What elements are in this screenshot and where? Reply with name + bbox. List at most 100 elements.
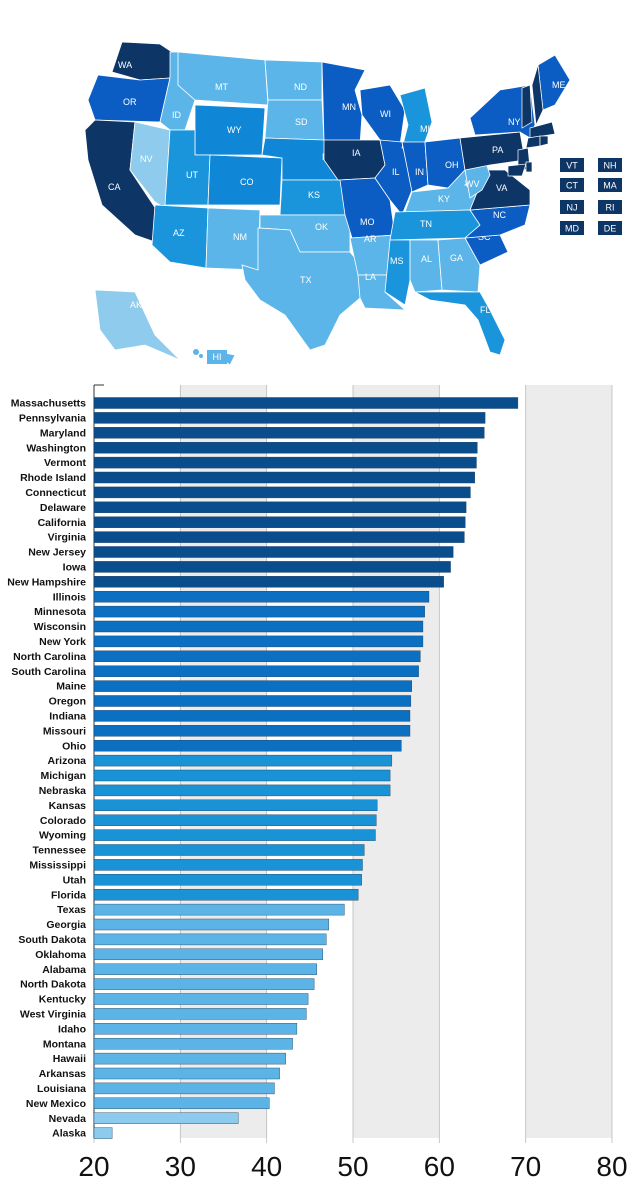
category-label: Alaska: [52, 1128, 86, 1140]
bar-pennsylvania: [93, 412, 486, 424]
hawaii-island: [193, 349, 199, 355]
x-tick-label: 50: [337, 1151, 368, 1182]
state-label-wi: WI: [380, 109, 391, 119]
state-shape-fl: [414, 291, 506, 356]
state-label-il: IL: [392, 167, 400, 177]
bar-nebraska: [93, 784, 391, 797]
state-shape-ak: [94, 289, 181, 361]
map-states: WAORCANVIDMTWYUTCOAZNMNDSDNEKSOKTXMNIAMO…: [84, 41, 571, 366]
bar-illinois: [93, 590, 430, 603]
bar-south-dakota: [93, 933, 327, 946]
bar-oklahoma: [93, 948, 323, 961]
state-label-wv: WV: [465, 179, 480, 189]
state-label-al: AL: [421, 254, 432, 264]
state-label-tn: TN: [420, 219, 432, 229]
state-box-label-de: DE: [604, 224, 617, 234]
category-label: Oklahoma: [35, 949, 86, 961]
state-label-la: LA: [365, 272, 376, 282]
state-label-ok: OK: [315, 222, 328, 232]
state-box-de: [598, 221, 622, 235]
state-box-nj: [560, 200, 584, 214]
category-label: Oregon: [49, 696, 86, 708]
bar-rhode-island: [93, 471, 475, 484]
bar-delaware: [93, 501, 467, 514]
state-shape-nh: [531, 64, 544, 127]
state-shape-ms: [384, 239, 411, 306]
state-label-pa: PA: [492, 145, 503, 155]
category-label: Utah: [63, 874, 86, 886]
state-label-or: OR: [123, 97, 137, 107]
x-tick-label: 70: [510, 1151, 541, 1182]
bar-indiana: [93, 710, 411, 722]
bar-north-carolina: [93, 650, 421, 663]
bar-tennessee: [93, 844, 365, 856]
bar-arkansas: [93, 1067, 280, 1080]
state-label-wa: WA: [118, 60, 132, 70]
state-label-nm: NM: [233, 232, 247, 242]
category-label: Mississippi: [29, 860, 86, 872]
state-box-nh: [598, 158, 622, 172]
category-label: Massachusetts: [11, 398, 86, 410]
category-label: Ohio: [62, 740, 86, 752]
state-shape-ma: [529, 121, 556, 139]
category-label: New Hampshire: [7, 576, 86, 588]
state-box-label-ri: RI: [606, 203, 615, 213]
category-label: Michigan: [40, 770, 86, 782]
category-label: Delaware: [40, 502, 86, 514]
category-label: New York: [39, 636, 86, 648]
state-box-label-nh: NH: [604, 161, 617, 171]
x-tick-label: 30: [165, 1151, 196, 1182]
northeast-small-states: [507, 64, 556, 177]
category-label: Arkansas: [39, 1068, 86, 1080]
category-label: Rhode Island: [20, 472, 86, 484]
state-label-tx: TX: [300, 275, 312, 285]
bar-alaska: [93, 1127, 113, 1139]
category-label: Connecticut: [25, 487, 86, 499]
bar-chart: Massachusetts Pennsylvania Maryland Washing…: [0, 375, 640, 1195]
category-label: New Jersey: [28, 547, 86, 559]
category-label: North Dakota: [20, 979, 86, 991]
bar-colorado: [93, 814, 377, 826]
bar-new-york: [93, 635, 424, 648]
state-shape-mt: [177, 51, 269, 106]
category-label: Wisconsin: [34, 621, 86, 633]
x-tick-labels: 20 30 40 50 60 70 80: [78, 1151, 627, 1182]
state-shape-ct: [525, 135, 541, 149]
bar-wisconsin: [93, 620, 424, 633]
category-label: Louisiana: [37, 1083, 86, 1095]
category-label: Maine: [56, 681, 86, 693]
bar-massachusetts: [93, 397, 519, 409]
category-label: Washington: [26, 442, 86, 454]
x-tick-label: 20: [78, 1151, 109, 1182]
category-label: Hawaii: [53, 1053, 86, 1065]
x-tick-label: 60: [424, 1151, 455, 1182]
state-label-va: VA: [496, 183, 507, 193]
state-box-label-md: MD: [565, 224, 579, 234]
hawaii-island: [199, 354, 203, 358]
bar-idaho: [93, 1023, 298, 1035]
category-label: New Mexico: [26, 1098, 86, 1110]
state-label-ga: GA: [450, 253, 463, 263]
bar-alabama: [93, 963, 317, 975]
category-label: Nebraska: [39, 785, 86, 797]
bar-wyoming: [93, 829, 376, 841]
category-label: Tennessee: [33, 845, 87, 857]
hawaii-label-box: [207, 350, 227, 364]
bar-michigan: [93, 769, 391, 782]
state-shape-md: [507, 163, 527, 177]
state-label-sd: SD: [295, 117, 308, 127]
bar-missouri: [93, 725, 411, 737]
bar-florida: [93, 888, 359, 901]
bar-minnesota: [93, 605, 425, 618]
state-box-vt: [560, 158, 584, 172]
state-label-nd: ND: [294, 82, 307, 92]
bar-maryland: [93, 427, 485, 439]
chart-svg: Massachusetts Pennsylvania Maryland Washing…: [7, 384, 628, 1182]
state-box-md: [560, 221, 584, 235]
category-label: Florida: [51, 889, 86, 901]
bar-mississippi: [93, 859, 363, 871]
state-shape-de: [525, 161, 533, 173]
category-label: South Carolina: [11, 666, 86, 678]
bar-ohio: [93, 739, 402, 752]
category-label: Montana: [43, 1038, 86, 1050]
